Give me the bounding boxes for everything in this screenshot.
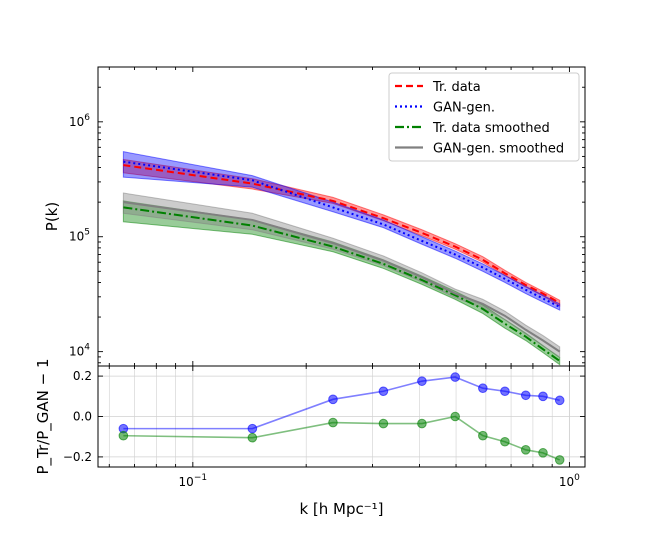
- band-gan-gen-smoothed: [122, 192, 561, 358]
- ratio-point-smoothed: [378, 418, 389, 429]
- ratio-line-smoothed: [123, 415, 561, 461]
- ratio-point-unsmoothed: [328, 394, 338, 405]
- ratio-point-unsmoothed: [450, 372, 460, 382]
- ratio-point-smoothed: [538, 448, 548, 458]
- tick-base: 10: [69, 345, 84, 359]
- top-y-tick-label: 104: [69, 343, 90, 359]
- x-label-text: k [h Mpc⁻¹]: [299, 500, 383, 518]
- tick-exponent: 6: [84, 113, 90, 123]
- bottom-y-tick-label: 0.0: [73, 410, 92, 424]
- ratio-point-unsmoothed: [247, 423, 258, 434]
- series-line-gan-gen-smoothed: [123, 201, 561, 353]
- ratio-point-smoothed: [450, 411, 460, 422]
- bottom-lines: [118, 372, 565, 465]
- bottom-grid: [98, 366, 585, 467]
- ratio-point-smoothed: [554, 455, 565, 465]
- ratio-point-smoothed: [328, 417, 338, 428]
- ratio-point-smoothed: [247, 432, 258, 443]
- tick-exponent: 4: [84, 343, 90, 353]
- tick-base: 10: [69, 230, 84, 244]
- ratio-point-smoothed: [478, 430, 488, 441]
- legend-label: Tr. data: [432, 80, 481, 95]
- bottom-y-axis-label: P_Tr/P_GAN − 1: [34, 358, 53, 474]
- top-y-axis-label: P(k): [43, 202, 61, 231]
- tick-exponent: 5: [84, 228, 90, 238]
- ratio-point-smoothed: [520, 445, 531, 455]
- x-axis-label: k [h Mpc⁻¹]: [299, 500, 383, 518]
- ratio-label-text: P_Tr/P_GAN − 1: [34, 358, 53, 474]
- band-gan-gen-: [122, 151, 561, 311]
- ratio-point-unsmoothed: [520, 390, 531, 401]
- tick-base: 10: [179, 475, 194, 489]
- ratio-point-unsmoothed: [378, 386, 389, 397]
- series-line-gan-gen-: [123, 160, 561, 308]
- legend: Tr. data GAN-gen. Tr. data smoothed GAN-gen…: [388, 72, 580, 162]
- bottom-x-tick-label: 10−1: [179, 473, 208, 489]
- top-y-tick-label: 105: [69, 228, 90, 244]
- bottom-y-tick-label: −0.2: [63, 450, 92, 464]
- tick-base: 10: [559, 475, 574, 489]
- tick-base: 10: [69, 115, 84, 129]
- ratio-point-unsmoothed: [417, 376, 427, 386]
- bottom-x-tick-label: 100: [559, 473, 580, 489]
- legend-label: GAN-gen.: [433, 101, 495, 116]
- top-bands: [122, 151, 561, 366]
- ratio-point-unsmoothed: [478, 383, 488, 394]
- legend-box: [388, 72, 580, 162]
- ratio-point-unsmoothed: [554, 395, 565, 406]
- top-lines: [123, 160, 561, 362]
- ratio-point-smoothed: [500, 436, 510, 447]
- bottom-y-tick-label: 0.2: [73, 369, 92, 383]
- legend-label: Tr. data smoothed: [432, 121, 550, 136]
- ratio-point-unsmoothed: [538, 391, 548, 402]
- band-tr-data-smoothed: [122, 200, 561, 366]
- ratio-point-smoothed: [118, 430, 129, 441]
- series-line-tr-data: [123, 164, 561, 304]
- series-line-tr-data-smoothed: [123, 206, 561, 362]
- ratio-point-unsmoothed: [500, 386, 510, 397]
- top-y-tick-label: 106: [69, 113, 90, 129]
- tick-exponent: −1: [194, 473, 207, 483]
- ratio-point-smoothed: [417, 418, 427, 429]
- legend-label: GAN-gen. smoothed: [433, 142, 564, 157]
- ratio-line-unsmoothed: [123, 376, 560, 430]
- tick-exponent: 0: [574, 473, 580, 483]
